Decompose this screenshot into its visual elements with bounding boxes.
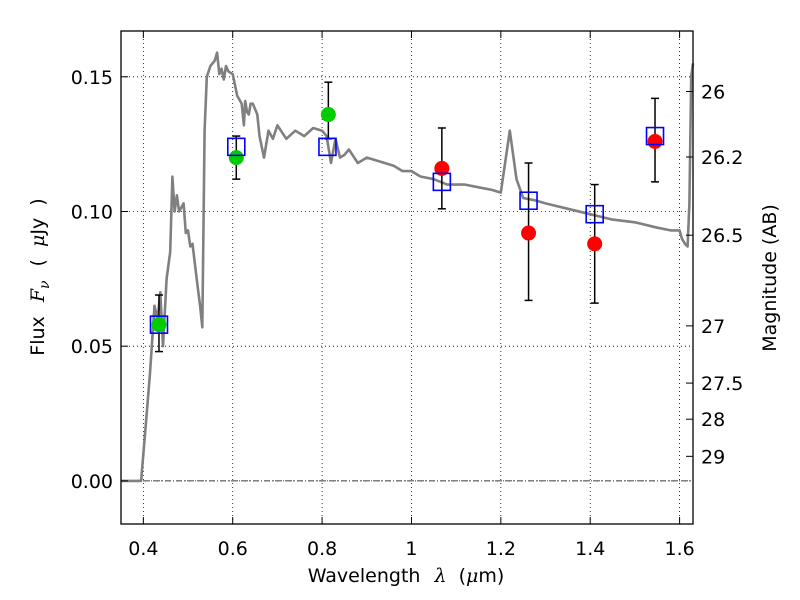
magnitude-tick-label: 28 — [701, 409, 725, 431]
x-tick-label: 1.6 — [664, 538, 694, 560]
x-tick-label: 0.4 — [128, 538, 158, 560]
red-data-point — [647, 133, 663, 149]
y-axis-ticks: 0.00 0.05 0.10 0.15 — [71, 67, 128, 493]
model-square-point — [149, 315, 169, 334]
red-data-point — [434, 160, 450, 176]
model-square-point — [519, 191, 538, 211]
magnitude-tick-label: 27 — [701, 316, 725, 338]
model-square-point — [226, 137, 246, 157]
y-axis-label-mu: μ — [27, 235, 49, 247]
observed-points — [151, 107, 663, 333]
magnitude-tick-label: 29 — [701, 446, 725, 468]
y-axis-label-open: ( — [27, 259, 49, 266]
green-data-point — [151, 317, 167, 333]
y-tick-label: 0.10 — [71, 201, 113, 223]
magnitude-tick-label: 26.5 — [701, 225, 743, 247]
y-tick-label: 0.00 — [71, 471, 113, 493]
y-axis-label-close: ) — [27, 198, 49, 205]
x-axis-label: Wavelength λ (μm) — [308, 565, 505, 587]
magnitude-tick-label: 26.2 — [701, 147, 743, 169]
model-square-point — [432, 172, 452, 192]
x-tick-label: 1.2 — [486, 538, 516, 560]
x-axis-label-prefix: Wavelength — [308, 565, 421, 587]
model-square-point — [585, 204, 604, 224]
y-tick-label: 0.15 — [71, 67, 113, 89]
plot-frame — [120, 30, 694, 525]
red-data-point — [587, 236, 603, 252]
model-bandpass-points — [149, 126, 665, 334]
x-tick-label: 1.4 — [575, 538, 605, 560]
magnitude-tick-label: 27.5 — [701, 373, 743, 395]
x-tick-label: 1 — [405, 538, 417, 560]
magnitude-tick-label: 26 — [701, 81, 725, 103]
y-axis-label: Flux Fν ( μJy ) — [27, 198, 54, 355]
magnitude-axis-ticks: 26 26.2 26.5 27 27.5 28 29 — [686, 81, 743, 468]
error-bars — [154, 81, 660, 353]
y-axis-label-prefix: Flux — [27, 316, 49, 356]
green-data-point — [228, 150, 244, 166]
x-axis-label-mu: μ — [466, 565, 478, 587]
x-axis-label-symbol: λ — [433, 565, 446, 587]
magnitude-axis-label: Magnitude (AB) — [759, 204, 781, 352]
y-axis-label-sub: ν — [37, 280, 53, 289]
x-tick-label: 0.6 — [218, 538, 248, 560]
model-square-point — [645, 126, 665, 146]
y-axis-label-unit: Jy — [27, 218, 49, 236]
x-axis-label-open: ( — [459, 565, 466, 587]
x-axis-label-unit: m) — [478, 565, 504, 587]
x-tick-label: 0.8 — [307, 538, 337, 560]
y-axis-label-symbol: F — [27, 288, 49, 303]
model-spectrum-line — [121, 51, 695, 483]
x-axis-ticks: 0.4 0.6 0.8 1 1.2 1.4 1.6 — [128, 31, 695, 560]
y-tick-label: 0.05 — [71, 336, 113, 358]
green-data-point — [320, 107, 336, 123]
red-data-point — [521, 225, 537, 241]
model-square-point — [318, 137, 337, 157]
